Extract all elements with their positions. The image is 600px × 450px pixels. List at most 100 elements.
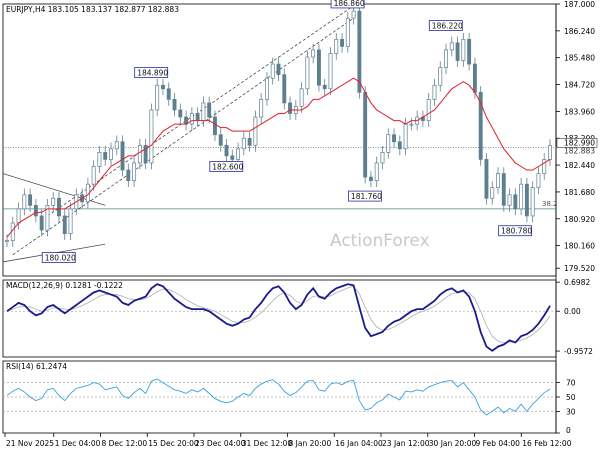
time-tick-label: 8 Jan 20:00 xyxy=(289,439,332,448)
price-candle-body xyxy=(270,63,275,79)
rsi-tick-label: 0 xyxy=(566,426,571,435)
swing-label-text: 180.020 xyxy=(45,254,76,263)
price-candle-body xyxy=(155,84,160,111)
price-candle-body xyxy=(501,173,506,206)
price-candle-body xyxy=(207,102,212,118)
swing-label-box xyxy=(209,161,244,172)
price-candle-body xyxy=(201,102,206,121)
bid-price-text: 182.883 xyxy=(564,146,595,155)
price-tick-label: 180.920 xyxy=(564,215,595,224)
price-candle-body xyxy=(524,183,529,217)
price-candle-body xyxy=(363,91,368,178)
price-candle-body xyxy=(172,99,177,111)
macd-tick-label: 0.6982 xyxy=(564,278,590,287)
price-candle-body xyxy=(519,183,524,210)
price-candle-body xyxy=(461,38,466,61)
price-candle-body xyxy=(496,173,500,189)
price-candle-body xyxy=(161,84,165,90)
channel-upper-line xyxy=(47,5,354,217)
price-candle-body xyxy=(397,141,402,150)
swing-label-text: 186.860 xyxy=(334,0,365,8)
pane-frame-main xyxy=(2,3,557,277)
swing-label-text: 182.600 xyxy=(212,162,243,171)
rsi-tick-label: 30 xyxy=(566,407,576,416)
price-candle-body xyxy=(91,166,96,185)
price-candle-body xyxy=(299,88,304,107)
price-candle-body xyxy=(132,162,137,181)
price-candle-body xyxy=(288,102,293,114)
price-candle-body xyxy=(490,187,495,199)
price-candle-body xyxy=(449,42,454,51)
price-candle-body xyxy=(137,144,142,164)
swing-label-box xyxy=(348,190,382,202)
price-tick-label: 182.440 xyxy=(564,161,595,170)
price-candle-body xyxy=(28,194,33,206)
price-candle-body xyxy=(33,205,38,217)
price-candle-body xyxy=(316,49,321,86)
time-tick-label: 16 Feb 12:00 xyxy=(522,439,571,448)
price-candle-body xyxy=(386,134,391,153)
price-candle-body xyxy=(328,53,333,90)
time-tick-label: 16 Jan 04:00 xyxy=(335,439,383,448)
price-tick-label: 186.240 xyxy=(564,27,595,36)
macd-line xyxy=(6,283,551,352)
price-candle-body xyxy=(403,123,408,150)
price-candle-body xyxy=(195,113,200,121)
price-candle-body xyxy=(51,197,56,206)
price-candle-body xyxy=(97,152,102,167)
price-candle-body xyxy=(345,17,350,47)
price-candle-body xyxy=(334,38,339,54)
swing-label-text: 186.220 xyxy=(432,22,463,31)
price-candle-body xyxy=(507,194,512,206)
swing-label-180.780: 180.780 xyxy=(498,225,533,237)
price-candle-body xyxy=(224,144,229,157)
swing-label-186.220: 186.220 xyxy=(428,20,463,31)
price-candle-body xyxy=(62,215,67,234)
time-tick-label: 21 Nov 2025 xyxy=(6,439,54,448)
rsi-tick-label: 70 xyxy=(566,379,576,388)
price-candle-body xyxy=(426,99,431,121)
price-candle-body xyxy=(143,144,148,164)
time-tick-label: 15 Dec 20:00 xyxy=(148,439,199,448)
price-candle-body xyxy=(311,49,316,58)
price-candle-body xyxy=(455,42,460,61)
price-tick-label: 179.520 xyxy=(564,264,595,273)
swing-label-186.860: 186.860 xyxy=(330,0,365,9)
swing-label-box xyxy=(498,225,533,237)
time-tick-label: 8 Dec 12:00 xyxy=(102,439,148,448)
price-candle-body xyxy=(178,109,183,118)
price-candle-body xyxy=(57,197,61,217)
macd-tick-label: -0.9572 xyxy=(564,347,593,356)
rsi-line xyxy=(6,378,551,416)
price-candle-body xyxy=(380,152,385,164)
price-candle-body xyxy=(351,10,356,19)
price-candle-body xyxy=(484,159,489,199)
channel-lower-line xyxy=(12,17,354,256)
price-tick-label: 185.480 xyxy=(564,54,595,63)
price-candle-body xyxy=(542,159,547,174)
price-candle-body xyxy=(259,99,264,118)
price-candle-body xyxy=(218,134,223,146)
price-candle-body xyxy=(472,63,477,93)
price-candle-body xyxy=(109,148,113,160)
swing-label-184.890: 184.890 xyxy=(134,67,168,78)
time-tick-label: 9 Feb 04:00 xyxy=(476,439,521,448)
rsi-tick-label: 50 xyxy=(566,393,576,402)
price-candle-body xyxy=(530,187,535,217)
swing-label-text: 181.760 xyxy=(351,192,382,201)
price-tick-label: 183.960 xyxy=(564,107,595,116)
rsi-title: RSI(14) 61.2474 xyxy=(6,362,67,371)
moving-average-line xyxy=(6,77,551,238)
price-tick-label: 187.000 xyxy=(564,0,595,9)
price-candle-body xyxy=(16,208,21,224)
price-candle-body xyxy=(189,113,194,125)
price-candle-body xyxy=(276,63,281,75)
swing-label-181.760: 181.760 xyxy=(348,190,382,202)
price-candle-body xyxy=(5,240,9,243)
price-candle-body xyxy=(432,84,437,100)
price-candle-body xyxy=(120,141,125,171)
time-tick-label: 31 Dec 12:00 xyxy=(242,439,293,448)
fib-level-label: 38.2 xyxy=(542,200,558,208)
swing-label-box xyxy=(41,252,76,263)
